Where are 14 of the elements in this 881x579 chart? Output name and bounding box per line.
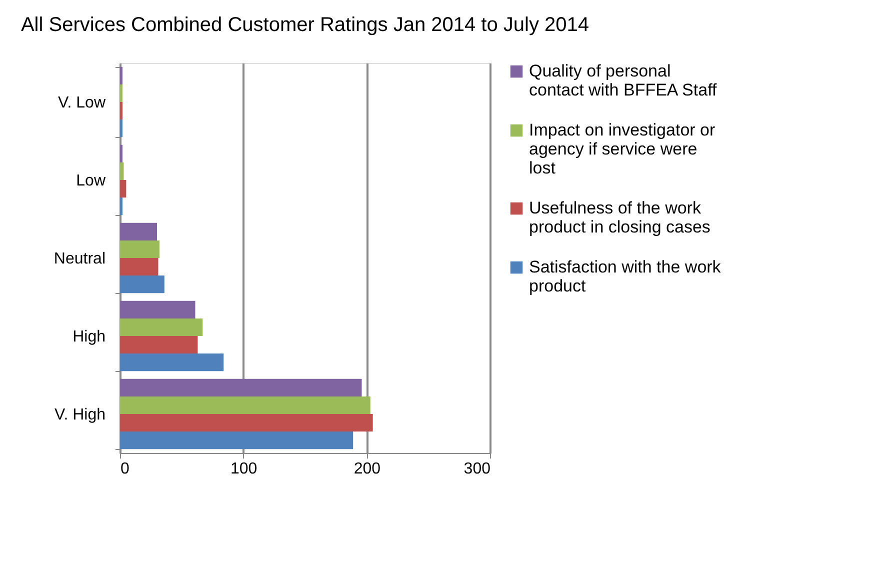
y-tick-label: Neutral xyxy=(54,250,106,268)
x-tick-label: 0 xyxy=(120,460,130,478)
y-tick-label: High xyxy=(72,328,106,346)
x-tick-label: 100 xyxy=(230,460,258,478)
x-tick-label: 200 xyxy=(354,460,381,478)
legend-label: Satisfaction with the work product xyxy=(529,258,722,296)
legend-label: Impact on investigator or agency if service were lost xyxy=(529,120,716,178)
y-tick-label: Low xyxy=(76,172,106,190)
legend-label: Usefulness of the work product in closing cases xyxy=(529,198,710,236)
y-tick-label: V. High xyxy=(54,406,106,424)
legend-label: Quality of personal contact with BFFEA Staff xyxy=(529,62,717,100)
chart-title: All Services Combined Customer Ratings Jan 2014 to July 2014 xyxy=(20,14,590,36)
y-tick-label: V. Low xyxy=(58,94,106,112)
x-tick-label: 300 xyxy=(464,460,491,478)
